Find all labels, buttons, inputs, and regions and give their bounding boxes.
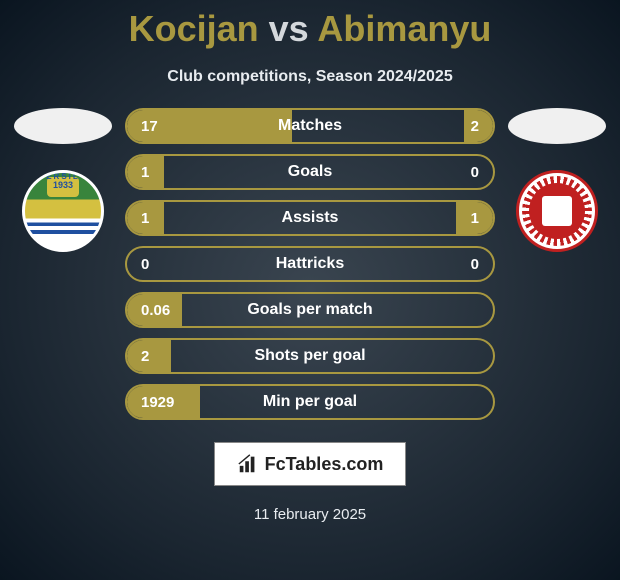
footer-date: 11 february 2025 <box>0 506 620 523</box>
chart-icon <box>237 453 259 475</box>
team-right-column <box>507 108 607 252</box>
brand-text: FcTables.com <box>265 454 384 475</box>
stat-row: 17Matches2 <box>125 108 495 144</box>
team-left-column: ERSIL <box>13 108 113 252</box>
stat-row: 0Hattricks0 <box>125 246 495 282</box>
stat-value-right: 0 <box>471 256 479 273</box>
player2-name: Abimanyu <box>317 8 491 49</box>
stat-row: 2Shots per goal <box>125 338 495 374</box>
stat-label: Matches <box>127 117 493 135</box>
stat-row: 0.06Goals per match <box>125 292 495 328</box>
player1-avatar <box>14 108 112 144</box>
stat-label: Hattricks <box>127 255 493 273</box>
stat-row: 1929Min per goal <box>125 384 495 420</box>
stat-label: Goals <box>127 163 493 181</box>
player1-name: Kocijan <box>129 8 259 49</box>
footer: FcTables.com 11 february 2025 <box>0 442 620 523</box>
stat-row: 1Goals0 <box>125 154 495 190</box>
stat-value-right: 0 <box>471 164 479 181</box>
team-left-badge-text: ERSIL <box>46 172 80 181</box>
team-right-logo <box>516 170 598 252</box>
stat-row: 1Assists1 <box>125 200 495 236</box>
stat-value-right: 2 <box>471 118 479 135</box>
stat-label: Min per goal <box>127 393 493 411</box>
brand-badge: FcTables.com <box>214 442 407 486</box>
subtitle: Club competitions, Season 2024/2025 <box>0 68 620 86</box>
stat-label: Assists <box>127 209 493 227</box>
team-left-logo: ERSIL <box>22 170 104 252</box>
stats-list: 17Matches21Goals01Assists10Hattricks00.0… <box>125 108 495 420</box>
vs-text: vs <box>269 8 309 49</box>
stat-label: Goals per match <box>127 301 493 319</box>
stat-label: Shots per goal <box>127 347 493 365</box>
stat-value-right: 1 <box>471 210 479 227</box>
player2-avatar <box>508 108 606 144</box>
content-area: ERSIL 17Matches21Goals01Assists10Hattric… <box>0 108 620 420</box>
page-title: Kocijan vs Abimanyu <box>0 0 620 50</box>
